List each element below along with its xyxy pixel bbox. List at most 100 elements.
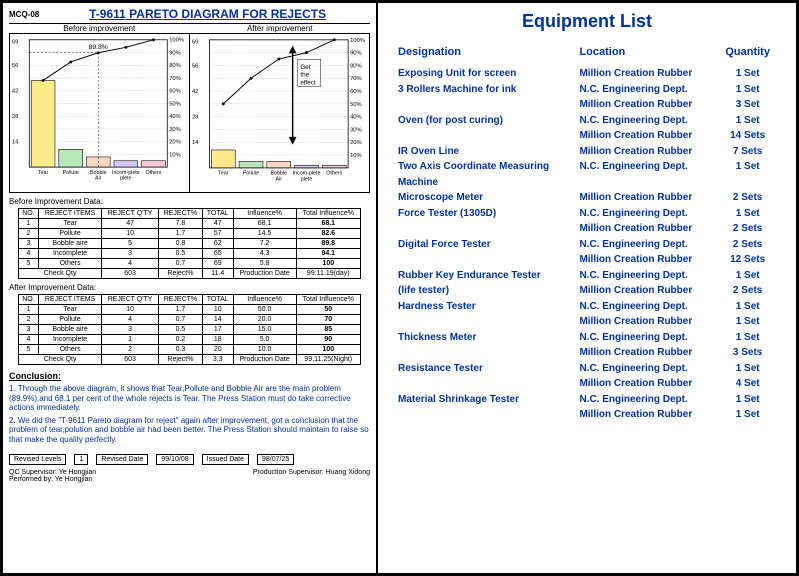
- before-data-label: Before Improvement Data:: [9, 197, 370, 206]
- equipment-row: Million Creation Rubber 2 Sets: [398, 221, 776, 237]
- svg-text:20%: 20%: [350, 140, 362, 146]
- svg-text:56: 56: [191, 63, 197, 69]
- eq-quantity: 3 Set: [719, 97, 776, 113]
- chart-after: 10%20%30%40%50%60%70%80%90%100%142842566…: [190, 34, 370, 192]
- svg-text:14: 14: [12, 140, 19, 146]
- svg-text:40%: 40%: [350, 115, 362, 121]
- svg-text:80%: 80%: [350, 63, 362, 69]
- hdr-quantity: Quantity: [719, 46, 776, 58]
- eq-designation: Rubber Key Endurance Tester: [398, 268, 579, 284]
- eq-quantity: 2 Sets: [719, 283, 776, 299]
- svg-text:50%: 50%: [350, 102, 362, 108]
- eq-location: Million Creation Rubber: [579, 221, 719, 237]
- svg-text:Get: Get: [300, 64, 310, 71]
- equipment-row: Hardness Tester N.C. Engineering Dept. 1…: [398, 299, 776, 315]
- eq-quantity: 2 Sets: [719, 237, 776, 253]
- eq-location: Million Creation Rubber: [579, 190, 719, 206]
- svg-text:69: 69: [12, 40, 18, 46]
- eq-location: Million Creation Rubber: [579, 97, 719, 113]
- after-table: NO.REJECT ITEMSREJECT Q'TYREJECT%TOTALIn…: [18, 294, 361, 365]
- svg-text:Tear: Tear: [38, 170, 49, 176]
- issued-date-label: Issued Date: [202, 454, 249, 465]
- svg-text:10%: 10%: [169, 152, 181, 158]
- equipment-row: IR Oven Line Million Creation Rubber 7 S…: [398, 144, 776, 160]
- eq-quantity: 1 Set: [719, 361, 776, 377]
- svg-text:42: 42: [12, 89, 18, 95]
- svg-text:plete: plete: [300, 177, 312, 183]
- eq-location: N.C. Engineering Dept.: [579, 113, 719, 129]
- equipment-title: Equipment List: [398, 11, 776, 32]
- eq-location: Million Creation Rubber: [579, 144, 719, 160]
- eq-designation: Digital Force Tester: [398, 237, 579, 253]
- eq-location: N.C. Engineering Dept.: [579, 392, 719, 408]
- eq-location: Million Creation Rubber: [579, 376, 719, 392]
- eq-location: N.C. Engineering Dept.: [579, 330, 719, 346]
- eq-designation: [398, 128, 579, 144]
- right-panel: Equipment List Designation Location Quan…: [378, 3, 796, 573]
- rev-levels-label: Revised Levels: [9, 454, 66, 465]
- eq-quantity: 1 Set: [719, 206, 776, 222]
- left-panel: MCQ-08 T-9611 PARETO DIAGRAM FOR REJECTS…: [3, 3, 378, 573]
- equipment-row: (life tester) Million Creation Rubber 2 …: [398, 283, 776, 299]
- eq-quantity: 1 Set: [719, 407, 776, 423]
- eq-designation: (life tester): [398, 283, 579, 299]
- svg-text:50%: 50%: [169, 101, 181, 107]
- equipment-row: Million Creation Rubber 1 Set: [398, 407, 776, 423]
- eq-quantity: 1 Set: [719, 268, 776, 284]
- eq-quantity: 4 Set: [719, 376, 776, 392]
- charts-row: 10%20%30%40%50%60%70%80%90%100%142842566…: [9, 33, 370, 193]
- eq-quantity: 3 Sets: [719, 345, 776, 361]
- eq-designation: Two Axis Coordinate Measuring Machine: [398, 159, 579, 190]
- svg-text:10%: 10%: [350, 153, 362, 159]
- eq-designation: Oven (for post curing): [398, 113, 579, 129]
- eq-quantity: 1 Set: [719, 82, 776, 98]
- equipment-row: Million Creation Rubber 3 Sets: [398, 345, 776, 361]
- svg-text:100%: 100%: [169, 38, 184, 44]
- eq-quantity: 1 Set: [719, 159, 776, 190]
- eq-designation: [398, 314, 579, 330]
- equipment-row: Thickness Meter N.C. Engineering Dept. 1…: [398, 330, 776, 346]
- doc-code: MCQ-08: [9, 10, 39, 19]
- equipment-body: Exposing Unit for screen Million Creatio…: [398, 66, 776, 423]
- equipment-row: Million Creation Rubber 4 Set: [398, 376, 776, 392]
- equipment-row: Million Creation Rubber 1 Set: [398, 314, 776, 330]
- footer: Revised Levels 1 Revised Date 99/10/08 I…: [9, 454, 370, 483]
- equipment-row: Digital Force Tester N.C. Engineering De…: [398, 237, 776, 253]
- eq-location: N.C. Engineering Dept.: [579, 299, 719, 315]
- eq-designation: Thickness Meter: [398, 330, 579, 346]
- svg-text:14: 14: [191, 140, 198, 146]
- eq-location: Million Creation Rubber: [579, 314, 719, 330]
- eq-designation: [398, 252, 579, 268]
- before-label: Before improvement: [9, 23, 190, 33]
- eq-designation: [398, 221, 579, 237]
- qc-sup: QC Supervisor: Ye Hongjian: [9, 469, 96, 476]
- equipment-row: Microscope Meter Million Creation Rubber…: [398, 190, 776, 206]
- eq-quantity: 12 Sets: [719, 252, 776, 268]
- conclusion-title: Conclusion:: [9, 371, 370, 381]
- perf-by: Performed by: Ye Hongjian: [9, 476, 96, 483]
- svg-text:30%: 30%: [350, 127, 362, 133]
- svg-text:40%: 40%: [169, 114, 181, 120]
- svg-text:80%: 80%: [169, 63, 181, 69]
- before-table: NO.REJECT ITEMSREJECT Q'TYREJECT%TOTALIn…: [18, 208, 361, 279]
- equipment-row: Million Creation Rubber 3 Set: [398, 97, 776, 113]
- conclusion: Conclusion: 1. Through the above diagram…: [9, 371, 370, 448]
- issued-date: 98/07/25: [257, 454, 294, 465]
- svg-text:70%: 70%: [169, 76, 181, 82]
- equipment-row: Material Shrinkage Tester N.C. Engineeri…: [398, 392, 776, 408]
- eq-quantity: 1 Set: [719, 113, 776, 129]
- equipment-row: Rubber Key Endurance Tester N.C. Enginee…: [398, 268, 776, 284]
- eq-designation: Microscope Meter: [398, 190, 579, 206]
- rev-date: 99/10/08: [156, 454, 193, 465]
- eq-quantity: 14 Sets: [719, 128, 776, 144]
- rev-date-label: Revised Date: [96, 454, 148, 465]
- main-title: T-9611 PARETO DIAGRAM FOR REJECTS: [45, 7, 370, 21]
- eq-designation: Exposing Unit for screen: [398, 66, 579, 82]
- hdr-location: Location: [579, 46, 719, 58]
- svg-text:20%: 20%: [169, 140, 181, 146]
- svg-text:Pollute: Pollute: [242, 171, 258, 177]
- svg-text:60%: 60%: [169, 89, 181, 95]
- svg-text:89.8%: 89.8%: [89, 44, 108, 51]
- svg-text:the: the: [300, 72, 309, 79]
- eq-designation: Hardness Tester: [398, 299, 579, 315]
